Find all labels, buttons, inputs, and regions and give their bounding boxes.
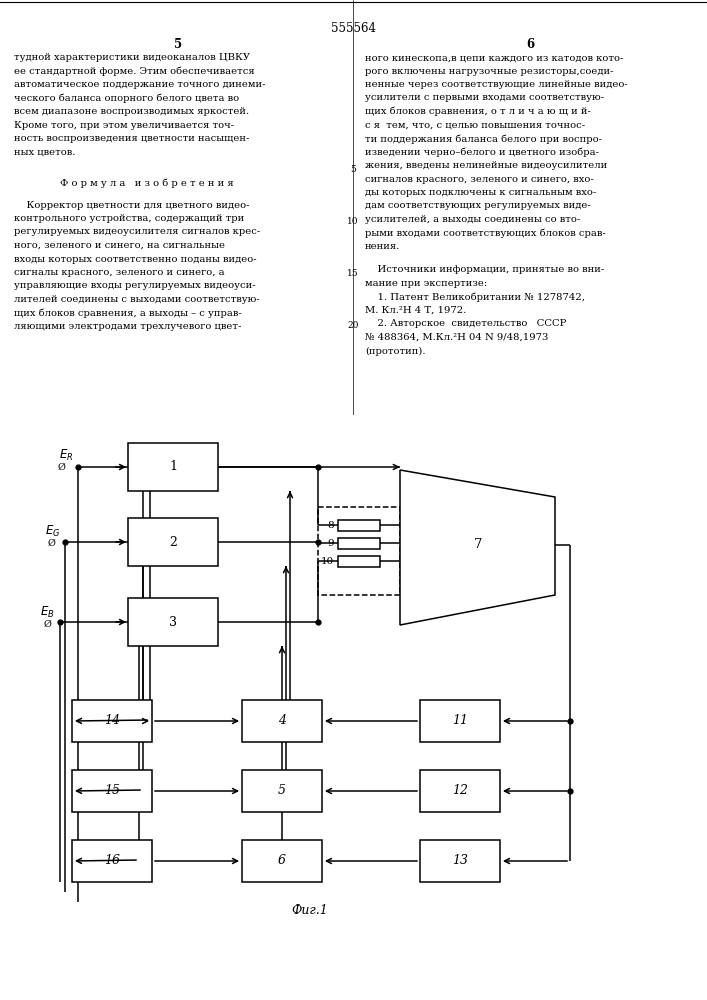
Text: усилителей, а выходы соединены со вто-: усилителей, а выходы соединены со вто-: [365, 215, 580, 224]
Text: 20: 20: [347, 322, 358, 330]
Bar: [72, 770, 152, 812]
Text: 13: 13: [452, 854, 468, 867]
Text: жения, введены нелинейные видеоусилители: жения, введены нелинейные видеоусилители: [365, 161, 607, 170]
Text: Кроме того, при этом увеличивается точ-: Кроме того, при этом увеличивается точ-: [14, 120, 234, 129]
Text: автоматическое поддержание точного динеми-: автоматическое поддержание точного динем…: [14, 80, 266, 89]
Text: 10: 10: [321, 556, 334, 566]
Text: 16: 16: [104, 854, 120, 867]
Text: входы которых соответственно поданы видео-: входы которых соответственно поданы виде…: [14, 254, 257, 263]
Text: 12: 12: [452, 784, 468, 798]
Text: $E_B$: $E_B$: [40, 604, 55, 620]
Text: ляющими электродами трехлучевого цвет-: ляющими электродами трехлучевого цвет-: [14, 322, 241, 331]
Text: 11: 11: [452, 714, 468, 728]
Text: рыми входами соответствующих блоков срав-: рыми входами соответствующих блоков срав…: [365, 229, 606, 238]
Bar: [420, 840, 500, 882]
Text: $E_R$: $E_R$: [59, 447, 73, 463]
Text: 14: 14: [104, 714, 120, 728]
Bar: [318, 507, 400, 595]
Bar: [72, 700, 152, 742]
Bar: [128, 443, 218, 491]
Text: усилители с первыми входами соответствую-: усилители с первыми входами соответствую…: [365, 94, 604, 103]
Text: 7: 7: [474, 538, 482, 552]
Text: ее стандартной форме. Этим обеспечивается: ее стандартной форме. Этим обеспечиваетс…: [14, 66, 255, 76]
Text: 15: 15: [347, 269, 359, 278]
Text: ческого баланса опорного белого цвета во: ческого баланса опорного белого цвета во: [14, 94, 239, 103]
Text: 6: 6: [278, 854, 286, 867]
Bar: [128, 598, 218, 646]
Bar: [242, 840, 322, 882]
Text: изведении черно–белого и цветного изобра-: изведении черно–белого и цветного изобра…: [365, 147, 599, 157]
Text: 4: 4: [278, 714, 286, 728]
Text: 1. Патент Великобритании № 1278742,: 1. Патент Великобритании № 1278742,: [365, 292, 585, 302]
Text: тудной характеристики видеоканалов ЦВКУ: тудной характеристики видеоканалов ЦВКУ: [14, 53, 250, 62]
Bar: [338, 520, 380, 530]
Polygon shape: [400, 470, 555, 625]
Bar: [420, 770, 500, 812]
Bar: [420, 700, 500, 742]
Bar: [338, 538, 380, 548]
Bar: [128, 518, 218, 566]
Text: щих блоков сравнения, о т л и ч а ю щ и й-: щих блоков сравнения, о т л и ч а ю щ и …: [365, 107, 591, 116]
Text: ных цветов.: ных цветов.: [14, 147, 76, 156]
Text: регулируемых видеоусилителя сигналов крес-: регулируемых видеоусилителя сигналов кре…: [14, 228, 260, 236]
Text: ного кинескопа,в цепи каждого из катодов кото-: ного кинескопа,в цепи каждого из катодов…: [365, 53, 624, 62]
Text: 5: 5: [350, 165, 356, 174]
Text: 5: 5: [278, 784, 286, 798]
Text: сигналов красного, зеленого и синего, вхо-: сигналов красного, зеленого и синего, вх…: [365, 174, 594, 184]
Text: мание при экспертизе:: мание при экспертизе:: [365, 279, 487, 288]
Text: нения.: нения.: [365, 242, 400, 251]
Text: (прототип).: (прототип).: [365, 347, 426, 356]
Text: 3: 3: [169, 615, 177, 629]
Text: щих блоков сравнения, а выходы – с управ-: щих блоков сравнения, а выходы – с управ…: [14, 308, 242, 318]
Bar: [242, 770, 322, 812]
Text: 555564: 555564: [330, 22, 375, 35]
Text: контрольного устройства, содержащий три: контрольного устройства, содержащий три: [14, 214, 244, 223]
Text: 2: 2: [169, 536, 177, 548]
Text: Корректор цветности для цветного видео-: Корректор цветности для цветного видео-: [14, 200, 250, 210]
Text: Ф о р м у л а   и з о б р е т е н и я: Ф о р м у л а и з о б р е т е н и я: [60, 179, 233, 188]
Text: с я  тем, что, с целью повышения точнос-: с я тем, что, с целью повышения точнос-: [365, 120, 585, 129]
Text: 6: 6: [526, 38, 534, 51]
Bar: [338, 556, 380, 566]
Text: Фиг.1: Фиг.1: [291, 904, 328, 916]
Text: 10: 10: [347, 218, 358, 227]
Text: 8: 8: [327, 520, 334, 530]
Text: лителей соединены с выходами соответствую-: лителей соединены с выходами соответству…: [14, 295, 259, 304]
Text: 1: 1: [169, 460, 177, 474]
Text: сигналы красного, зеленого и синего, а: сигналы красного, зеленого и синего, а: [14, 268, 225, 277]
Text: 5: 5: [174, 38, 182, 51]
Text: ти поддержания баланса белого при воспро-: ти поддержания баланса белого при воспро…: [365, 134, 602, 143]
Text: дам соответствующих регулируемых виде-: дам соответствующих регулируемых виде-: [365, 202, 591, 211]
Text: рого включены нагрузочные резисторы,соеди-: рого включены нагрузочные резисторы,соед…: [365, 66, 614, 76]
Bar: [242, 700, 322, 742]
Text: Ø: Ø: [58, 462, 66, 472]
Text: ды которых подключены к сигнальным вхо-: ды которых подключены к сигнальным вхо-: [365, 188, 596, 197]
Text: всем диапазоне воспроизводимых яркостей.: всем диапазоне воспроизводимых яркостей.: [14, 107, 249, 116]
Bar: [72, 840, 152, 882]
Text: 15: 15: [104, 784, 120, 798]
Text: 9: 9: [327, 538, 334, 548]
Text: ненные через соответствующие линейные видео-: ненные через соответствующие линейные ви…: [365, 80, 628, 89]
Text: Ø: Ø: [43, 619, 51, 629]
Text: Ø: Ø: [47, 538, 55, 548]
Text: $E_G$: $E_G$: [45, 523, 60, 539]
Text: ного, зеленого и синего, на сигнальные: ного, зеленого и синего, на сигнальные: [14, 241, 225, 250]
Text: ность воспроизведения цветности насыщен-: ность воспроизведения цветности насыщен-: [14, 134, 250, 143]
Text: М. Кл.²Н 4 Т, 1972.: М. Кл.²Н 4 Т, 1972.: [365, 306, 466, 315]
Text: № 488364, М.Кл.²Н 04 N 9/48,1973: № 488364, М.Кл.²Н 04 N 9/48,1973: [365, 333, 549, 342]
Text: управляющие входы регулируемых видеоуси-: управляющие входы регулируемых видеоуси-: [14, 282, 256, 290]
Text: 2. Авторское  свидетельство   СССР: 2. Авторское свидетельство СССР: [365, 320, 566, 328]
Text: Источники информации, принятые во вни-: Источники информации, принятые во вни-: [365, 265, 604, 274]
